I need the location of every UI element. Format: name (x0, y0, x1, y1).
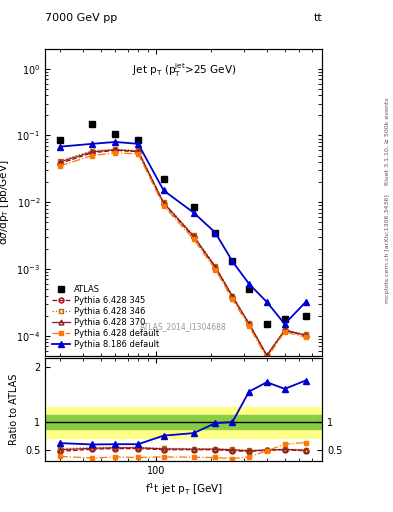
Text: Jet p$_\mathrm{T}$ (p$_\mathrm{T}^{\rm jet}$>25 GeV): Jet p$_\mathrm{T}$ (p$_\mathrm{T}^{\rm j… (132, 61, 236, 79)
Y-axis label: d$\sigma$/dp$_\mathrm{T}$ [pb/GeV]: d$\sigma$/dp$_\mathrm{T}$ [pb/GeV] (0, 160, 11, 245)
Text: Rivet 3.1.10, ≥ 500k events: Rivet 3.1.10, ≥ 500k events (385, 97, 389, 185)
Legend: ATLAS, Pythia 6.428 345, Pythia 6.428 346, Pythia 6.428 370, Pythia 6.428 defaul: ATLAS, Pythia 6.428 345, Pythia 6.428 34… (50, 282, 161, 352)
Text: 7000 GeV pp: 7000 GeV pp (45, 13, 118, 23)
Text: ATLAS_2014_I1304688: ATLAS_2014_I1304688 (140, 322, 227, 331)
Text: tt: tt (314, 13, 322, 23)
Text: mcplots.cern.ch [arXiv:1306.3436]: mcplots.cern.ch [arXiv:1306.3436] (385, 194, 389, 303)
X-axis label: f$^1$t jet p$_\mathrm{T}$ [GeV]: f$^1$t jet p$_\mathrm{T}$ [GeV] (145, 481, 223, 497)
Y-axis label: Ratio to ATLAS: Ratio to ATLAS (9, 374, 19, 445)
